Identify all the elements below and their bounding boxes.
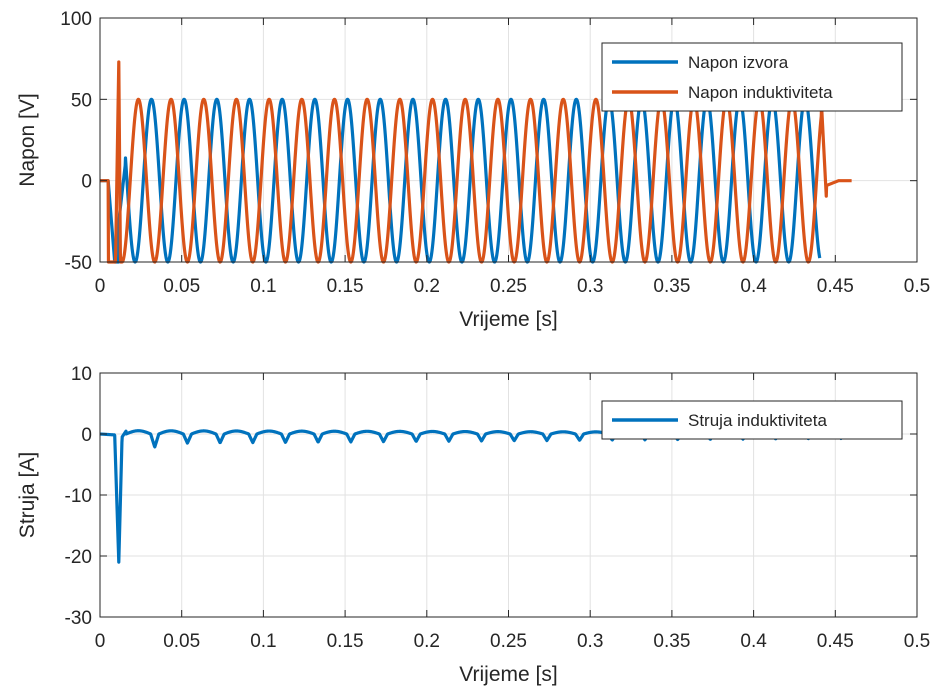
- y-tick-label: -10: [65, 486, 92, 507]
- chart-2: 0 0.05 0.1 0.15 0.2 0.25 0.3 0.35 0.4 0.45 0.5 -30 -…: [16, 364, 930, 686]
- legend: Struja induktiviteta: [601, 400, 903, 440]
- y-tick-label: 100: [60, 9, 92, 30]
- x-tick-label: 0.3: [577, 631, 603, 652]
- x-tick-label: 0.25: [490, 276, 527, 297]
- x-tick-label: 0.2: [414, 631, 440, 652]
- y-tick-label: 0: [81, 172, 92, 193]
- x-tick-label: 0.25: [490, 631, 527, 652]
- x-tick-label: 0.4: [740, 631, 767, 652]
- y-tick-label: -50: [65, 253, 92, 274]
- plots-layer: 0 0.05 0.1 0.15 0.2 0.25 0.3 0.35 0.4 0.45 0.5-500…: [16, 9, 930, 686]
- x-tick-label: 0.3: [577, 276, 603, 297]
- chart-1: 0 0.05 0.1 0.15 0.2 0.25 0.3 0.35 0.4 0.45 0.5-500…: [16, 9, 930, 331]
- x-tick-label: 0.05: [163, 631, 200, 652]
- x-tick-label: 0.35: [653, 631, 690, 652]
- legend: Napon izvora Napon induktiviteta: [601, 42, 903, 112]
- y-tick-label: 50: [71, 90, 92, 111]
- x-tick-label: 0.2: [414, 276, 440, 297]
- y-tick-label: 10: [71, 364, 92, 385]
- x-tick-label: 0.1: [250, 631, 276, 652]
- y-tick-label: -20: [65, 547, 92, 568]
- x-tick-label: 0.4: [740, 276, 767, 297]
- x-axis-label: Vrijeme [s]: [459, 663, 557, 686]
- x-tick-label: 0: [95, 276, 106, 297]
- x-tick-label: 0.45: [817, 631, 854, 652]
- x-tick-label: 0.45: [817, 276, 854, 297]
- legend-entry-label: Napon induktiviteta: [688, 83, 833, 102]
- y-axis-label: Napon [V]: [16, 93, 39, 186]
- legend-entry-label: Napon izvora: [688, 53, 789, 72]
- x-axis-label: Vrijeme [s]: [459, 308, 557, 331]
- legend-entry-label: Struja induktiviteta: [688, 411, 827, 430]
- y-axis-label: Struja [A]: [16, 452, 39, 538]
- x-tick-label: 0.5: [904, 631, 930, 652]
- x-tick-label: 0.05: [163, 276, 200, 297]
- x-tick-label: 0.15: [327, 631, 364, 652]
- y-tick-label: 0: [81, 425, 92, 446]
- x-tick-label: 0.15: [327, 276, 364, 297]
- legend-box: [601, 42, 903, 112]
- x-tick-label: 0.35: [653, 276, 690, 297]
- x-tick-label: 0.5: [904, 276, 930, 297]
- x-tick-label: 0.1: [250, 276, 276, 297]
- x-tick-label: 0: [95, 631, 106, 652]
- y-tick-label: -30: [65, 608, 92, 629]
